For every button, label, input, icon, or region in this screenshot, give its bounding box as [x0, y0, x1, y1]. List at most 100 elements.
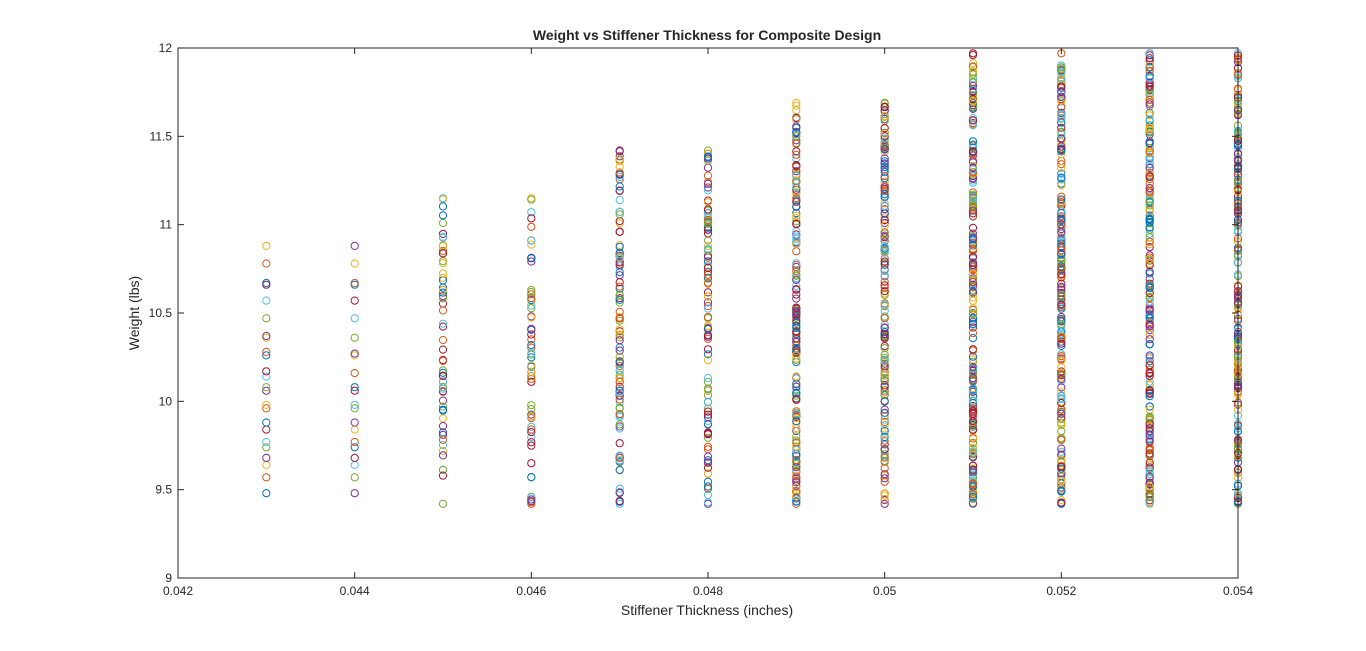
data-point — [1145, 377, 1154, 386]
data-point — [350, 453, 359, 462]
data-point — [438, 368, 448, 377]
data-point — [1145, 416, 1154, 425]
data-point — [438, 396, 448, 405]
data-point — [1145, 433, 1154, 442]
data-point — [1057, 427, 1066, 436]
data-point — [1057, 89, 1066, 99]
data-point — [527, 372, 536, 381]
data-point — [1145, 485, 1154, 494]
data-point — [350, 314, 359, 323]
data-point — [1057, 352, 1066, 361]
data-point — [438, 471, 448, 480]
data-point — [615, 162, 624, 171]
data-point — [703, 312, 713, 322]
data-point — [968, 314, 978, 323]
data-point — [968, 244, 978, 253]
data-point — [615, 374, 624, 383]
data-point — [438, 371, 448, 381]
data-point — [438, 451, 448, 460]
data-point — [438, 241, 448, 250]
data-point — [615, 424, 624, 433]
data-point — [792, 487, 801, 496]
data-point — [792, 459, 801, 468]
data-point — [527, 405, 536, 414]
data-point — [968, 233, 978, 242]
data-point — [968, 137, 978, 146]
data-point — [615, 316, 624, 325]
data-point — [1057, 212, 1066, 221]
data-point — [703, 304, 713, 313]
data-point — [703, 229, 713, 238]
data-point — [438, 246, 448, 255]
data-point — [703, 356, 713, 365]
data-point — [1145, 437, 1154, 446]
data-point — [703, 152, 713, 161]
data-point — [350, 259, 359, 268]
data-point — [1145, 282, 1154, 291]
data-point — [527, 236, 536, 245]
data-point — [792, 127, 801, 136]
data-point — [703, 442, 713, 451]
data-point — [968, 206, 978, 215]
data-point — [615, 422, 624, 431]
data-point — [880, 234, 889, 244]
data-point — [703, 458, 713, 467]
data-point — [1057, 302, 1066, 311]
data-point — [615, 333, 624, 342]
data-point — [792, 275, 801, 284]
data-point — [1145, 292, 1154, 301]
data-point — [880, 450, 889, 459]
data-point — [262, 372, 271, 381]
data-point — [350, 369, 359, 378]
data-point — [438, 288, 448, 297]
data-point — [968, 188, 978, 197]
data-point — [1145, 144, 1154, 153]
data-point — [350, 437, 359, 447]
data-point — [792, 316, 801, 325]
data-point — [880, 174, 889, 183]
data-point — [703, 452, 713, 461]
data-point — [968, 310, 978, 319]
data-point — [527, 377, 536, 386]
data-point — [1057, 399, 1066, 408]
data-point — [703, 263, 713, 273]
data-point — [1145, 243, 1154, 252]
data-point — [703, 321, 713, 330]
data-point — [527, 257, 536, 266]
data-point — [1057, 233, 1066, 242]
data-point — [880, 221, 889, 231]
data-point — [1057, 337, 1066, 346]
data-point — [880, 356, 889, 365]
data-point — [615, 258, 624, 267]
data-point — [1145, 172, 1154, 181]
data-point — [1057, 458, 1066, 467]
data-point — [968, 296, 978, 305]
data-point — [1145, 223, 1154, 232]
data-point — [1145, 317, 1154, 327]
data-point — [1145, 467, 1154, 476]
data-point — [1057, 246, 1066, 255]
data-point — [880, 199, 889, 208]
data-point — [1057, 498, 1066, 507]
data-point — [792, 270, 801, 279]
data-point — [968, 355, 978, 364]
data-point — [1057, 339, 1066, 348]
data-point — [438, 335, 448, 345]
data-point — [1057, 444, 1066, 453]
data-point — [792, 197, 801, 206]
data-point — [350, 400, 359, 409]
data-point — [1057, 164, 1066, 173]
data-point — [968, 411, 978, 420]
data-point — [1057, 92, 1066, 102]
data-point — [615, 410, 624, 419]
data-point — [880, 453, 889, 462]
data-point — [703, 404, 713, 413]
data-point — [880, 157, 889, 166]
data-point — [792, 150, 801, 159]
data-point — [615, 377, 624, 386]
data-point — [792, 322, 801, 331]
data-point — [1145, 305, 1154, 314]
y-tick-label: 9 — [165, 571, 172, 585]
data-point — [1057, 486, 1066, 495]
data-point — [1057, 67, 1066, 76]
